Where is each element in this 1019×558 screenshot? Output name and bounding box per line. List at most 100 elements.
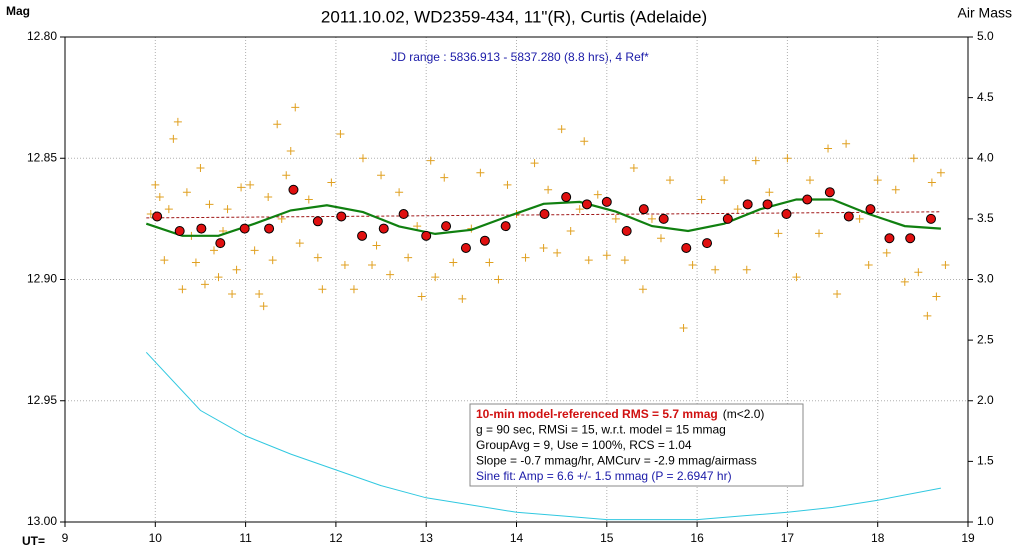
measurement-point (647, 214, 656, 223)
group-average-point (722, 213, 733, 224)
measurement-point (173, 117, 182, 126)
info-line: 10-min model-referenced RMS = 5.7 mmag (m… (476, 407, 764, 421)
info-text: GroupAvg = 9, Use = 100%, RCS = 1.04 (476, 438, 692, 452)
measurement-point (151, 180, 160, 189)
x-tick-label: 17 (781, 531, 795, 545)
measurement-point (318, 285, 327, 294)
measurement-point (264, 193, 273, 202)
measurement-point (824, 144, 833, 153)
measurement-point (815, 229, 824, 238)
group-average-point (702, 238, 713, 249)
measurement-point (656, 234, 665, 243)
measurement-point (494, 275, 503, 284)
measurement-point (521, 253, 530, 262)
group-average-point (239, 223, 250, 234)
group-average-point (357, 230, 368, 241)
group-average-point (288, 184, 299, 195)
measurement-point (295, 239, 304, 248)
group-average-point (539, 209, 550, 220)
measurement-point (530, 159, 539, 168)
measurement-point (440, 173, 449, 182)
airmass-line (145, 351, 941, 521)
group-average-point (884, 233, 895, 244)
measurement-point (232, 265, 241, 274)
measurement-point (679, 324, 688, 332)
measurement-point (833, 290, 842, 299)
group-average-point (802, 194, 813, 205)
measurement-point (733, 205, 742, 214)
group-average-point (460, 242, 471, 253)
measurement-point (368, 260, 377, 269)
group-average-point (215, 238, 226, 249)
measurement-point (286, 146, 295, 155)
y2-axis-label: Air Mass (958, 5, 1012, 21)
measurement-point (584, 256, 593, 265)
measurement-point (697, 195, 706, 204)
y-tick-label: 12.80 (27, 29, 57, 43)
measurement-point (209, 246, 218, 255)
subtitle: JD range : 5836.913 - 5837.280 (8.8 hrs)… (391, 50, 649, 64)
group-average-point (865, 204, 876, 215)
info-line: g = 90 sec, RMSi = 15, w.r.t. model = 15… (476, 423, 726, 437)
measurement-point (169, 134, 178, 143)
y2-tick-label: 1.5 (977, 454, 994, 468)
measurement-point (805, 176, 814, 185)
measurement-point (273, 120, 282, 129)
y2-tick-label: 3.5 (977, 211, 994, 225)
x-axis-label: UT= (22, 534, 45, 548)
measurement-point (666, 176, 675, 185)
measurement-point (160, 256, 169, 265)
measurement-point (539, 243, 548, 252)
measurement-point (304, 195, 313, 204)
group-average-point (174, 226, 185, 236)
x-tick-label: 15 (600, 531, 614, 545)
measurement-point (250, 246, 259, 255)
measurement-point (629, 163, 638, 172)
x-tick-label: 18 (871, 531, 885, 545)
measurement-point (927, 178, 936, 187)
measurement-point (417, 292, 426, 301)
measurement-point (259, 302, 268, 311)
group-average-point (398, 209, 409, 220)
measurement-point (580, 137, 589, 146)
measurement-point (196, 163, 205, 172)
measurement-point (882, 248, 891, 257)
measurement-point (349, 285, 358, 294)
measurement-point (593, 190, 602, 199)
y-tick-label: 12.95 (27, 393, 57, 407)
group-average-point (312, 216, 323, 227)
measurement-point (873, 176, 882, 185)
x-tick-label: 12 (329, 531, 343, 545)
measurement-point (932, 292, 941, 301)
measurement-point (909, 154, 918, 163)
measurement-point (688, 260, 697, 269)
group-average-point (762, 199, 773, 210)
group-average-point (561, 192, 572, 203)
measurement-point (178, 285, 187, 294)
measurement-point (774, 229, 783, 238)
group-average-point (638, 204, 649, 215)
x-tick-label: 13 (420, 531, 434, 545)
measurement-point (900, 277, 909, 286)
measurement-point (711, 265, 720, 274)
x-tick-label: 10 (149, 531, 163, 545)
x-tick-label: 16 (690, 531, 704, 545)
measurement-point (426, 156, 435, 165)
y-axis-label: Mag (6, 4, 30, 18)
measurement-point (395, 188, 404, 197)
y2-tick-label: 2.5 (977, 332, 994, 346)
measurement-point (566, 227, 575, 235)
group-average-point (500, 221, 511, 232)
measurement-point (855, 214, 864, 223)
measurement-point (792, 273, 801, 282)
measurement-point (255, 290, 264, 299)
measurement-point (386, 270, 395, 279)
measurement-point (575, 205, 584, 214)
group-average-point (378, 223, 389, 234)
measurement-point (720, 176, 729, 185)
measurement-point (413, 222, 422, 231)
group-average-point (681, 242, 692, 253)
measurement-point (377, 171, 386, 180)
chart-title: 2011.10.02, WD2359-434, 11"(R), Curtis (… (321, 7, 707, 26)
